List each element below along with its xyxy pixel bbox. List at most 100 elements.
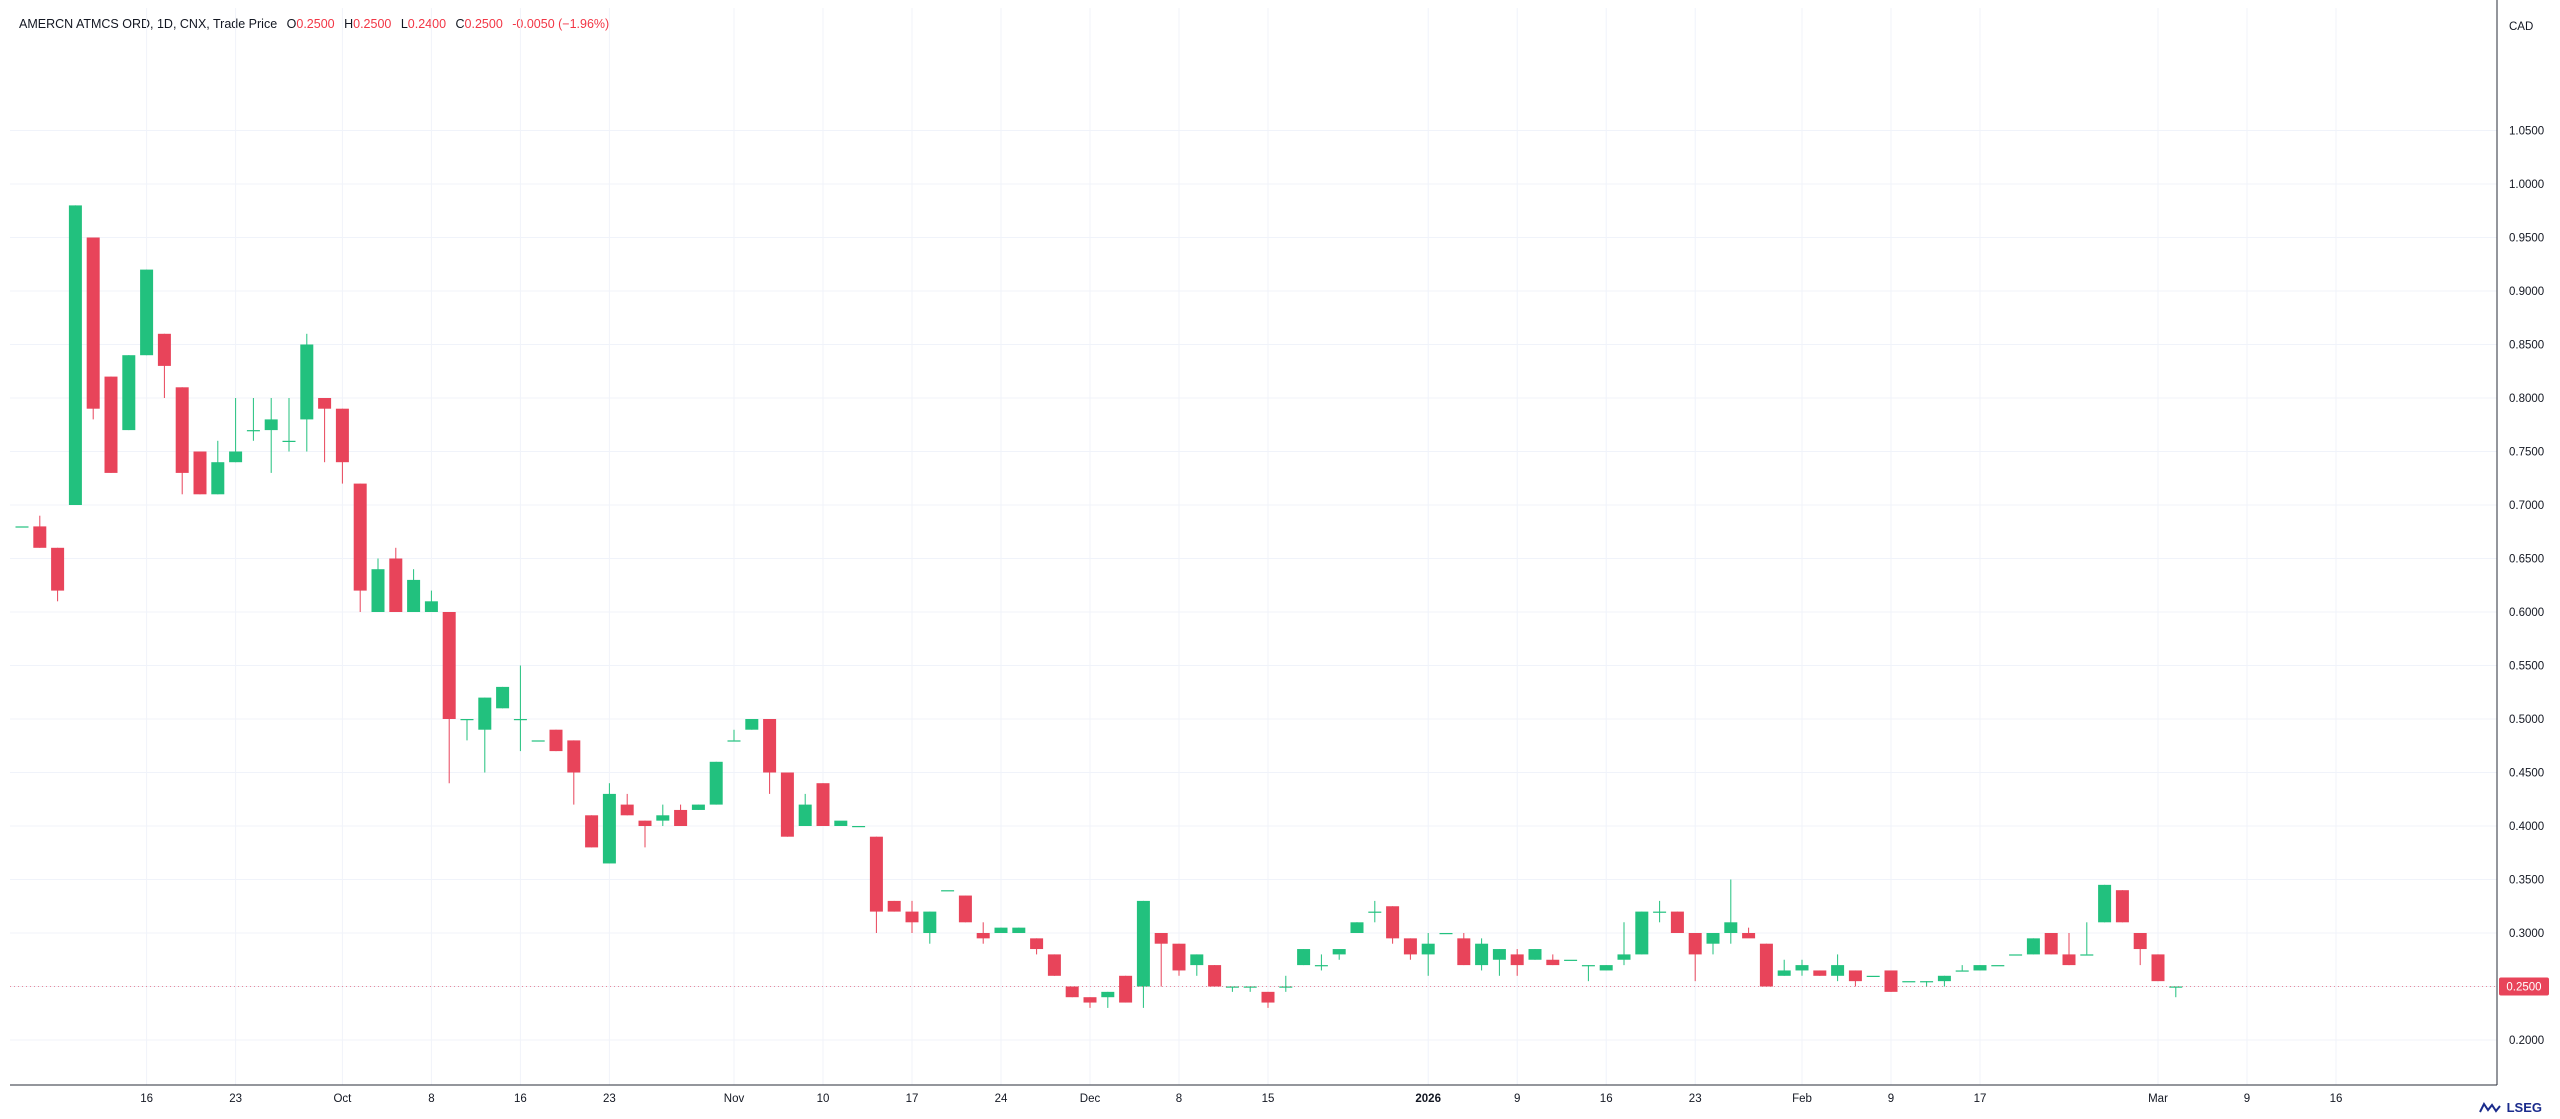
candle-body[interactable] bbox=[1297, 949, 1311, 966]
candle-body[interactable] bbox=[2026, 938, 2040, 955]
candle-body[interactable] bbox=[1653, 911, 1667, 913]
candle-body[interactable] bbox=[1973, 965, 1987, 971]
candle-body[interactable] bbox=[1670, 911, 1684, 933]
candle-body[interactable] bbox=[1831, 965, 1845, 976]
candle-body[interactable] bbox=[656, 815, 670, 821]
candle-body[interactable] bbox=[1261, 991, 1275, 1003]
candle-body[interactable] bbox=[1136, 900, 1150, 987]
candle-body[interactable] bbox=[229, 451, 243, 463]
candle-body[interactable] bbox=[1368, 911, 1382, 913]
candle-body[interactable] bbox=[51, 547, 65, 591]
candle-body[interactable] bbox=[549, 729, 563, 752]
candle-body[interactable] bbox=[1030, 938, 1044, 950]
candle-body[interactable] bbox=[1759, 943, 1773, 987]
candle-body[interactable] bbox=[318, 398, 332, 409]
candle-body[interactable] bbox=[1101, 991, 1115, 998]
candle-body[interactable] bbox=[976, 933, 990, 939]
candle-body[interactable] bbox=[941, 890, 955, 892]
candle-body[interactable] bbox=[300, 344, 314, 420]
candle-body[interactable] bbox=[2062, 954, 2076, 966]
candle-body[interactable] bbox=[780, 772, 794, 837]
candle-body[interactable] bbox=[1012, 927, 1026, 933]
candle-body[interactable] bbox=[1581, 965, 1595, 967]
candle-body[interactable] bbox=[1154, 933, 1168, 944]
candle-body[interactable] bbox=[122, 355, 136, 431]
candle-body[interactable] bbox=[1279, 986, 1293, 988]
candle-body[interactable] bbox=[1777, 970, 1791, 976]
candle-body[interactable] bbox=[1065, 986, 1079, 998]
candle-body[interactable] bbox=[1475, 943, 1489, 966]
candle-body[interactable] bbox=[745, 719, 759, 730]
candle-body[interactable] bbox=[389, 558, 403, 613]
candle-body[interactable] bbox=[1955, 970, 1969, 972]
candle-body[interactable] bbox=[887, 900, 901, 912]
candle-body[interactable] bbox=[513, 719, 527, 721]
candle-body[interactable] bbox=[86, 237, 100, 409]
candle-body[interactable] bbox=[2009, 954, 2023, 956]
candle-body[interactable] bbox=[1119, 975, 1133, 1003]
candle-body[interactable] bbox=[869, 836, 883, 912]
candle-body[interactable] bbox=[1172, 943, 1186, 971]
candle-body[interactable] bbox=[1190, 954, 1204, 966]
candle-body[interactable] bbox=[567, 740, 581, 773]
candle-body[interactable] bbox=[460, 719, 474, 721]
candle-body[interactable] bbox=[905, 911, 919, 923]
candle-body[interactable] bbox=[1546, 959, 1560, 966]
candle-body[interactable] bbox=[1902, 981, 1916, 983]
candle-body[interactable] bbox=[1920, 981, 1934, 983]
candle-body[interactable] bbox=[2133, 933, 2147, 950]
candle-body[interactable] bbox=[15, 526, 29, 528]
candle-body[interactable] bbox=[531, 740, 545, 742]
candle-body[interactable] bbox=[1617, 954, 1631, 960]
candle-body[interactable] bbox=[1492, 949, 1506, 960]
candle-body[interactable] bbox=[1866, 975, 1880, 977]
candle-body[interactable] bbox=[1937, 975, 1951, 982]
candle-body[interactable] bbox=[335, 408, 349, 463]
candle-body[interactable] bbox=[638, 820, 652, 826]
candle-body[interactable] bbox=[104, 376, 118, 473]
candle-body[interactable] bbox=[496, 686, 510, 709]
candle-body[interactable] bbox=[424, 601, 438, 612]
candle-body[interactable] bbox=[852, 826, 866, 828]
candle-body[interactable] bbox=[1421, 943, 1435, 955]
candle-body[interactable] bbox=[816, 783, 830, 826]
candle-body[interactable] bbox=[1599, 965, 1613, 971]
candle-body[interactable] bbox=[602, 793, 616, 864]
candle-body[interactable] bbox=[140, 269, 154, 356]
candle-body[interactable] bbox=[994, 927, 1008, 933]
candle-body[interactable] bbox=[958, 895, 972, 923]
candle-body[interactable] bbox=[1332, 949, 1346, 955]
candle-body[interactable] bbox=[68, 205, 82, 505]
candle-body[interactable] bbox=[1403, 938, 1417, 955]
candle-body[interactable] bbox=[2098, 884, 2112, 923]
candle-body[interactable] bbox=[2151, 954, 2165, 982]
candle-body[interactable] bbox=[1457, 938, 1471, 966]
candle-body[interactable] bbox=[211, 462, 225, 495]
candle-body[interactable] bbox=[2169, 986, 2183, 988]
candle-body[interactable] bbox=[620, 804, 634, 816]
candle-body[interactable] bbox=[407, 579, 421, 612]
candle-body[interactable] bbox=[157, 333, 171, 366]
candle-body[interactable] bbox=[1635, 911, 1649, 955]
candle-body[interactable] bbox=[1991, 965, 2005, 967]
candle-body[interactable] bbox=[1439, 933, 1453, 935]
candle-body[interactable] bbox=[371, 569, 385, 612]
candle-body[interactable] bbox=[442, 612, 456, 719]
candle-body[interactable] bbox=[1047, 954, 1061, 976]
candle-body[interactable] bbox=[1813, 970, 1827, 976]
candle-body[interactable] bbox=[1083, 997, 1097, 1003]
candle-body[interactable] bbox=[1350, 922, 1364, 933]
candle-body[interactable] bbox=[2115, 890, 2129, 923]
candle-body[interactable] bbox=[923, 911, 937, 933]
candle-body[interactable] bbox=[691, 804, 705, 810]
candle-body[interactable] bbox=[834, 820, 848, 826]
candle-body[interactable] bbox=[193, 451, 207, 495]
candle-body[interactable] bbox=[1564, 959, 1578, 961]
candle-body[interactable] bbox=[1724, 922, 1738, 933]
candle-body[interactable] bbox=[763, 719, 777, 773]
candle-body[interactable] bbox=[478, 697, 492, 730]
candle-body[interactable] bbox=[282, 440, 296, 442]
candle-body[interactable] bbox=[1314, 965, 1328, 967]
candle-body[interactable] bbox=[1706, 933, 1720, 944]
